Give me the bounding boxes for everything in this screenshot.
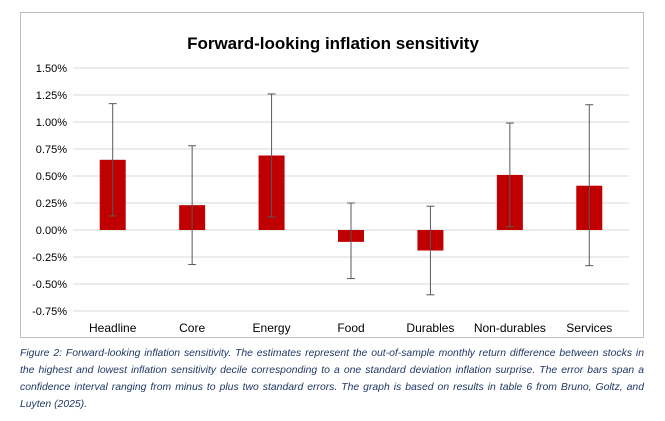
error-bar <box>267 93 276 218</box>
chart-frame: Forward-looking inflation sensitivity 1.… <box>20 12 644 338</box>
y-tick-label: 1.50% <box>36 63 67 75</box>
chart-title: Forward-looking inflation sensitivity <box>187 34 479 53</box>
error-bar <box>347 202 355 280</box>
error-bar <box>505 122 514 228</box>
y-axis-tick-labels: 1.50% 1.25% 1.00% 0.75% 0.50% 0.25% 0.00% -0.25… <box>32 63 67 318</box>
x-category-label: Non-durables <box>474 321 546 335</box>
x-category-label: Food <box>337 321 364 335</box>
y-tick-label: 0.75% <box>36 144 67 156</box>
x-category-label: Headline <box>89 321 137 335</box>
bar-chart: Forward-looking inflation sensitivity 1.… <box>32 34 629 335</box>
error-bars <box>108 93 594 296</box>
x-category-label: Energy <box>253 321 291 335</box>
y-tick-label: 1.00% <box>36 117 67 129</box>
y-tick-label: -0.75% <box>32 306 67 318</box>
x-category-label: Core <box>179 321 205 335</box>
x-axis-category-labels: Headline Core Energy Food Durables Non-durabl… <box>89 321 612 335</box>
y-tick-label: 0.00% <box>36 225 67 237</box>
y-tick-label: 0.25% <box>36 198 67 210</box>
error-bar <box>585 104 594 267</box>
error-bar <box>426 205 435 296</box>
x-category-label: Durables <box>406 321 454 335</box>
figure-caption: Figure 2: Forward-looking inflation sens… <box>20 348 644 410</box>
x-category-label: Services <box>566 321 612 335</box>
error-bar <box>108 103 117 217</box>
y-tick-label: -0.50% <box>32 279 67 291</box>
error-bar <box>188 145 197 266</box>
y-tick-label: -0.25% <box>32 252 67 264</box>
y-tick-label: 1.25% <box>36 90 67 102</box>
y-tick-label: 0.50% <box>36 171 67 183</box>
